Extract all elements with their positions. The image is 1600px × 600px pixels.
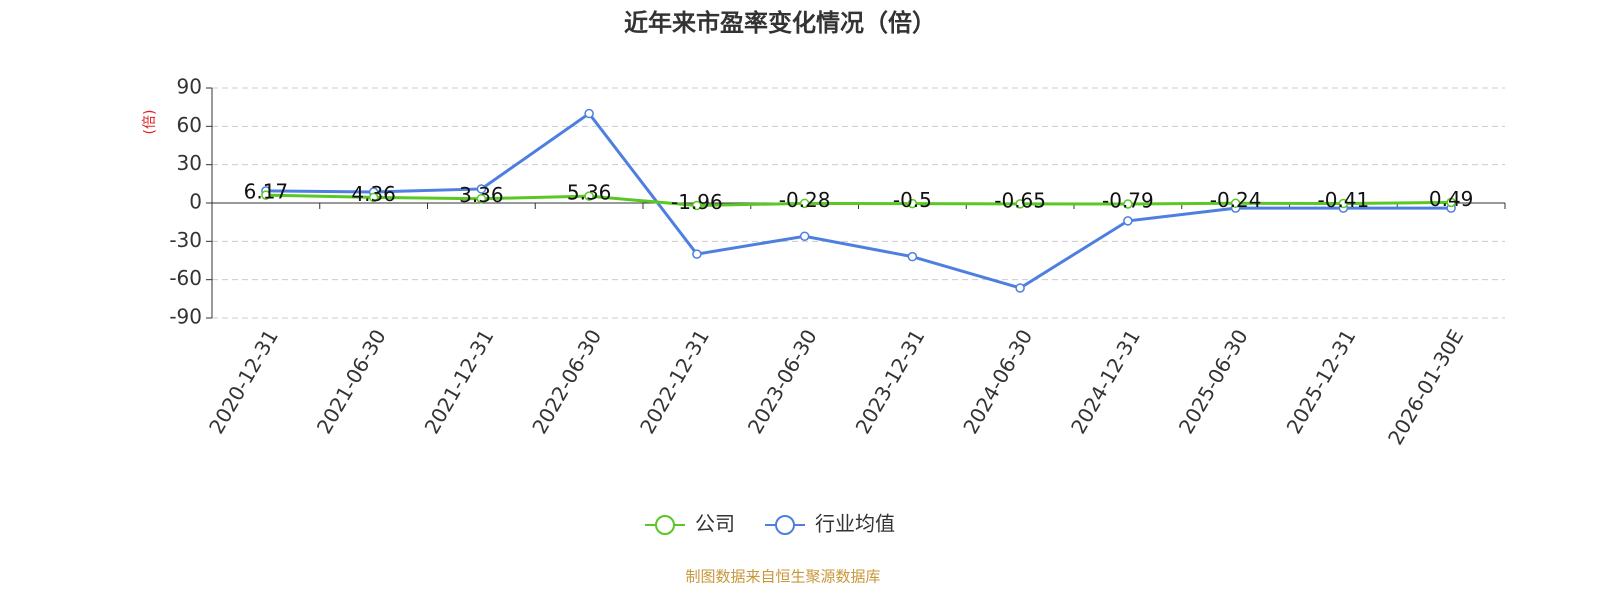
y-tick-label: 0 — [189, 190, 202, 214]
data-point — [368, 192, 379, 203]
legend-label: 公司 — [695, 512, 735, 536]
x-tick-label: 2025-12-31 — [1282, 325, 1361, 438]
y-tick-label: 90 — [177, 75, 202, 99]
x-tick-label: 2022-12-31 — [635, 325, 714, 438]
y-tick-label: -90 — [169, 305, 202, 329]
data-label: 4.36 — [351, 182, 396, 206]
y-tick-label: 60 — [177, 113, 202, 137]
x-tick-label: 2026-01-30E — [1383, 325, 1468, 449]
data-label: -0.65 — [994, 188, 1046, 212]
series-line — [265, 193, 1452, 208]
data-point — [476, 184, 487, 194]
data-point — [584, 191, 594, 201]
data-label: -0.28 — [779, 188, 831, 212]
data-point — [1446, 197, 1456, 208]
y-tick-label: -60 — [169, 266, 202, 290]
y-tick-label: 30 — [177, 151, 202, 175]
data-label: -0.5 — [893, 188, 932, 212]
data-label: 6.17 — [244, 180, 289, 204]
data-point — [1123, 199, 1133, 209]
series-line — [265, 111, 1452, 290]
x-tick-label: 2024-12-31 — [1066, 325, 1145, 438]
x-tick-label: 2021-06-30 — [312, 325, 391, 438]
x-tick-label: 2023-06-30 — [743, 325, 822, 438]
data-point — [907, 251, 918, 262]
data-point — [1338, 198, 1349, 209]
x-tick-label: 2024-06-30 — [958, 325, 1037, 438]
legend-marker — [655, 515, 675, 535]
data-label: -1.96 — [671, 190, 723, 214]
data-point — [1123, 216, 1133, 226]
data-label: 3.36 — [459, 183, 504, 207]
data-point — [584, 108, 594, 119]
y-tick-label: -30 — [169, 228, 202, 252]
data-point — [692, 200, 702, 211]
chart-title: 近年来市盈率变化情况（倍） — [624, 9, 936, 37]
data-label: -0.79 — [1102, 189, 1154, 213]
data-label: -0.24 — [1210, 188, 1262, 212]
data-point — [692, 249, 702, 259]
source-note: 制图数据来自恒生聚源数据库 — [685, 568, 880, 586]
legend-marker — [775, 515, 795, 535]
data-point — [1015, 283, 1025, 293]
data-label: 0.49 — [1429, 187, 1474, 211]
y-axis-label: (倍) — [142, 110, 158, 135]
x-tick-label: 2021-12-31 — [420, 325, 499, 438]
data-point — [1230, 198, 1241, 209]
x-tick-label: 2020-12-31 — [204, 325, 283, 438]
x-tick-label: 2022-06-30 — [527, 325, 606, 438]
data-label: 5.36 — [567, 181, 612, 205]
data-label: -0.41 — [1318, 188, 1370, 212]
data-point — [799, 231, 810, 241]
legend-label: 行业均值 — [815, 512, 895, 536]
data-point — [799, 198, 810, 209]
x-tick-label: 2025-06-30 — [1174, 325, 1253, 438]
x-tick-label: 2023-12-31 — [851, 325, 930, 438]
data-point — [476, 193, 487, 204]
data-point — [907, 198, 918, 209]
data-point — [1015, 199, 1025, 209]
data-point — [261, 190, 271, 200]
